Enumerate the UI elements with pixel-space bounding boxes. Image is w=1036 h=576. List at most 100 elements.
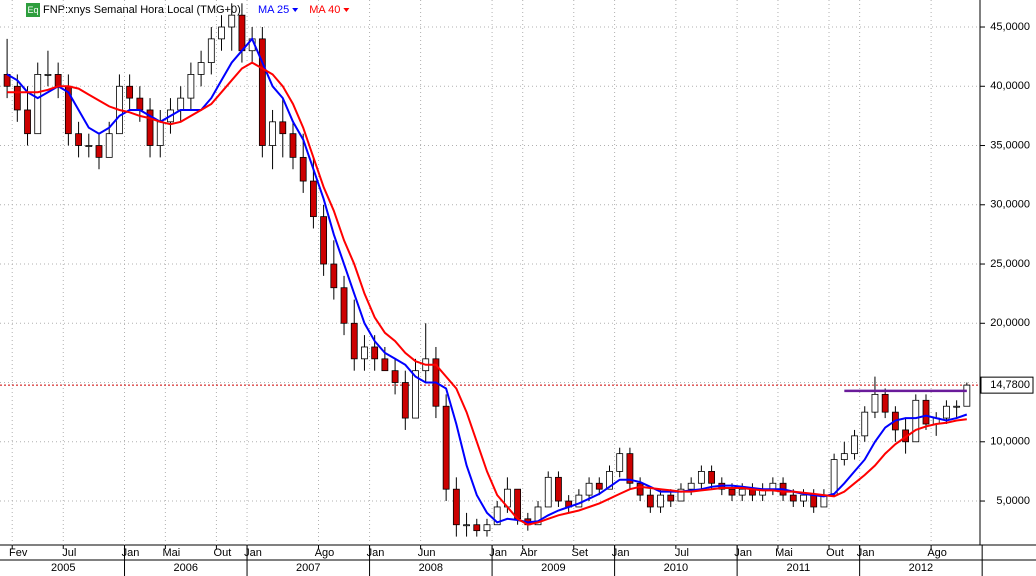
candle-body bbox=[687, 482, 695, 490]
candle-body bbox=[697, 471, 705, 484]
x-tick-label: Jan bbox=[857, 547, 875, 559]
candle-body bbox=[34, 74, 42, 135]
y-tick-label: 25,0000 bbox=[990, 258, 1030, 270]
candle-body bbox=[258, 38, 266, 146]
candle-body bbox=[238, 14, 246, 52]
candle-body bbox=[626, 453, 634, 484]
year-label: 2009 bbox=[541, 562, 565, 574]
candle-body bbox=[452, 488, 460, 526]
x-tick-label: Out bbox=[826, 547, 844, 559]
year-label: 2007 bbox=[296, 562, 320, 574]
candle-body bbox=[340, 287, 348, 324]
x-tick-label: Out bbox=[214, 547, 232, 559]
x-tick-label: Jan bbox=[122, 547, 140, 559]
candle-body bbox=[953, 405, 961, 408]
candle-body bbox=[463, 524, 470, 527]
candle-body bbox=[595, 482, 603, 490]
candle-body bbox=[943, 405, 950, 419]
candle-body bbox=[105, 133, 113, 158]
x-tick-label: Jan bbox=[612, 547, 630, 559]
candle-body bbox=[473, 524, 481, 532]
year-label: 2005 bbox=[51, 562, 75, 574]
candle-body bbox=[871, 393, 879, 413]
year-label: 2011 bbox=[787, 562, 811, 574]
candle-body bbox=[442, 405, 450, 490]
candle-body bbox=[728, 488, 736, 496]
legend-entry: MA 40 bbox=[309, 4, 340, 16]
y-tick-label: 45,0000 bbox=[990, 21, 1030, 33]
last-price-label: 14,7800 bbox=[990, 379, 1030, 391]
candle-body bbox=[44, 74, 52, 76]
candle-body bbox=[493, 506, 501, 526]
x-tick-label: Jul bbox=[675, 547, 689, 559]
candle-body bbox=[830, 459, 838, 496]
candle-body bbox=[840, 453, 848, 460]
y-tick-label: 35,0000 bbox=[990, 139, 1030, 151]
year-label: 2006 bbox=[174, 562, 198, 574]
candle-body bbox=[667, 494, 675, 502]
candle-body bbox=[789, 494, 797, 502]
candle-body bbox=[738, 488, 746, 496]
last-price-box bbox=[980, 376, 1034, 394]
x-tick-label: Set bbox=[572, 547, 589, 559]
x-tick-label: Jan bbox=[489, 547, 507, 559]
year-label: 2010 bbox=[664, 562, 688, 574]
candle-body bbox=[810, 494, 818, 508]
x-tick-label: Jan bbox=[734, 547, 752, 559]
candle-body bbox=[412, 370, 419, 419]
candle-body bbox=[320, 216, 328, 265]
candle-body bbox=[851, 435, 858, 455]
candle-body bbox=[555, 476, 562, 502]
candle-body bbox=[177, 97, 185, 111]
candle-body bbox=[381, 358, 389, 372]
x-tick-label: Jan bbox=[244, 547, 262, 559]
candle-body bbox=[708, 471, 715, 484]
candle-body bbox=[146, 109, 154, 146]
y-tick-label: 20,0000 bbox=[990, 317, 1030, 329]
candle-body bbox=[75, 133, 82, 146]
candle-body bbox=[861, 411, 869, 437]
candle-body bbox=[269, 121, 276, 146]
candle-body bbox=[514, 488, 522, 520]
x-tick-label: Jan bbox=[367, 547, 385, 559]
candle-body bbox=[912, 399, 920, 443]
candle-body bbox=[289, 133, 297, 158]
y-tick-label: 40,0000 bbox=[990, 80, 1030, 92]
candle-body bbox=[218, 26, 225, 40]
candle-body bbox=[13, 85, 21, 111]
y-tick-label: 10,0000 bbox=[990, 436, 1030, 448]
y-tick-label: 5,0000 bbox=[996, 495, 1030, 507]
candle-body bbox=[361, 346, 368, 360]
candle-body bbox=[54, 74, 62, 87]
x-tick-label: Ago bbox=[315, 547, 335, 559]
ma-line bbox=[7, 61, 967, 526]
candle-body bbox=[636, 482, 644, 496]
candle-body bbox=[963, 384, 971, 407]
candle-body bbox=[922, 399, 930, 425]
candle-body bbox=[228, 14, 236, 28]
chart-title: FNP:xnys Semanal Hora Local (TMG+0) bbox=[43, 4, 241, 16]
candle-body bbox=[279, 121, 287, 135]
candle-body bbox=[371, 346, 379, 360]
x-tick-label: Ago bbox=[927, 547, 947, 559]
icon-label: Eq bbox=[27, 5, 38, 15]
legend-arrow bbox=[292, 8, 299, 12]
candle-body bbox=[401, 382, 409, 419]
x-tick-label: Abr bbox=[520, 547, 537, 559]
candle-body bbox=[391, 370, 399, 383]
x-tick-label: Jul bbox=[62, 547, 76, 559]
x-tick-label: Mai bbox=[775, 547, 793, 559]
symbol-icon bbox=[26, 3, 40, 17]
legend-arrow bbox=[343, 8, 350, 12]
candle-body bbox=[126, 85, 134, 99]
ma-line bbox=[6, 37, 968, 524]
candle-body bbox=[483, 524, 491, 532]
candle-body bbox=[534, 506, 542, 526]
candle-body bbox=[646, 494, 654, 508]
x-tick-label: Fev bbox=[9, 547, 28, 559]
candle-body bbox=[187, 74, 195, 99]
year-label: 2012 bbox=[909, 562, 933, 574]
candle-body bbox=[310, 180, 317, 218]
